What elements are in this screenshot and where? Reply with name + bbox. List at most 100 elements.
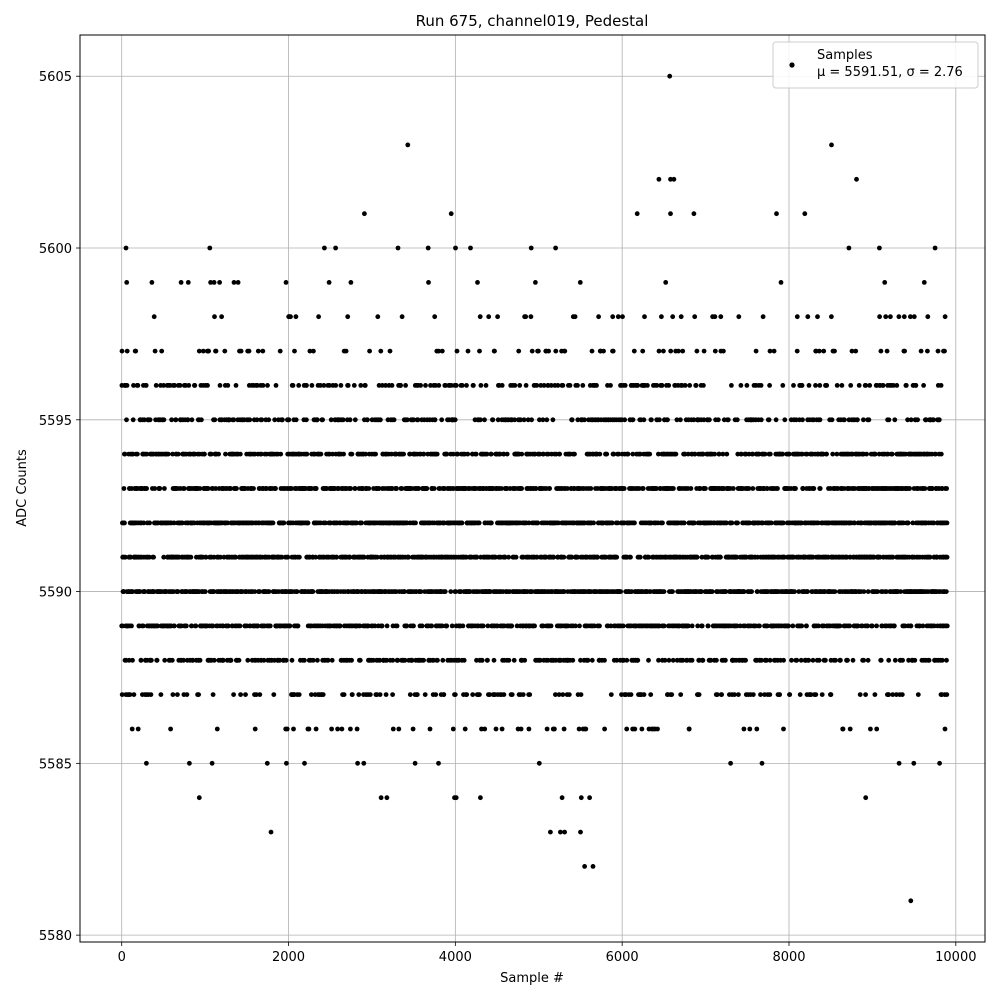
data-point <box>913 383 919 388</box>
data-point <box>424 486 430 491</box>
data-point <box>347 554 353 560</box>
data-point <box>418 383 423 388</box>
data-point <box>485 657 490 663</box>
data-point <box>813 692 819 697</box>
data-point <box>687 383 693 388</box>
data-point <box>548 829 553 835</box>
data-point <box>370 657 376 663</box>
data-point <box>766 417 772 423</box>
data-point <box>128 554 134 560</box>
data-point <box>768 520 774 526</box>
data-point <box>811 486 817 491</box>
data-point <box>892 417 898 423</box>
data-point <box>436 383 442 388</box>
data-point <box>659 383 665 388</box>
data-point <box>253 692 259 697</box>
data-point <box>596 314 601 320</box>
data-point <box>878 348 884 354</box>
data-point <box>943 589 949 594</box>
data-point <box>357 623 363 629</box>
data-point <box>729 383 734 388</box>
data-point <box>302 657 307 663</box>
data-point <box>861 657 867 663</box>
data-point <box>694 348 700 354</box>
data-point <box>281 520 287 526</box>
data-point <box>863 383 869 388</box>
data-point <box>419 623 425 629</box>
data-point <box>780 383 786 388</box>
data-point <box>694 554 700 560</box>
data-point <box>534 554 540 560</box>
data-point <box>741 726 747 732</box>
data-point <box>552 726 557 732</box>
data-point <box>374 554 380 560</box>
data-point <box>800 417 805 423</box>
data-point <box>233 383 239 388</box>
data-point <box>260 383 266 388</box>
data-point <box>602 726 607 732</box>
data-point <box>499 383 505 388</box>
data-point <box>872 451 878 457</box>
data-point <box>777 692 782 697</box>
data-point <box>925 348 930 354</box>
data-point <box>558 829 563 835</box>
data-point <box>366 486 372 491</box>
data-point <box>141 520 147 526</box>
data-point <box>352 486 358 491</box>
data-point <box>334 554 340 560</box>
data-point <box>365 623 371 629</box>
data-point <box>236 657 242 663</box>
data-point <box>828 692 834 697</box>
data-point <box>517 383 523 388</box>
data-point <box>894 692 899 697</box>
data-point <box>901 314 907 320</box>
data-point <box>668 176 673 182</box>
data-point <box>757 623 762 629</box>
data-point <box>349 692 355 697</box>
data-point <box>304 451 310 457</box>
data-point <box>680 348 686 354</box>
data-point <box>848 383 854 388</box>
data-point <box>780 451 785 457</box>
data-point <box>337 623 343 629</box>
data-point <box>448 589 454 594</box>
data-point <box>280 417 285 423</box>
data-point <box>487 692 493 697</box>
data-point <box>492 348 497 354</box>
data-point <box>387 348 393 354</box>
data-point <box>767 348 773 354</box>
data-point <box>459 383 465 388</box>
data-point <box>168 726 174 732</box>
data-point <box>671 176 677 182</box>
data-point <box>712 314 718 320</box>
data-point <box>179 520 185 526</box>
data-point <box>412 760 418 766</box>
data-point <box>464 692 470 697</box>
data-point <box>588 486 594 491</box>
data-point <box>944 486 949 491</box>
data-point <box>158 692 164 697</box>
data-point <box>329 726 334 732</box>
data-point <box>231 280 237 285</box>
data-point <box>709 589 715 594</box>
data-point <box>556 692 562 697</box>
data-point <box>540 623 546 629</box>
data-point <box>551 554 556 560</box>
data-point <box>212 314 217 320</box>
data-point <box>557 451 562 457</box>
data-point <box>474 554 480 560</box>
data-point <box>131 383 136 388</box>
data-point <box>323 520 328 526</box>
data-point <box>293 314 299 320</box>
data-point <box>185 280 191 285</box>
data-point <box>478 383 484 388</box>
data-point <box>144 451 150 457</box>
data-point <box>624 657 630 663</box>
data-point <box>929 486 935 491</box>
data-point <box>271 692 277 697</box>
data-point <box>499 726 505 732</box>
data-point <box>264 486 269 491</box>
data-point <box>883 314 889 320</box>
data-point <box>910 520 916 526</box>
data-point <box>453 383 459 388</box>
